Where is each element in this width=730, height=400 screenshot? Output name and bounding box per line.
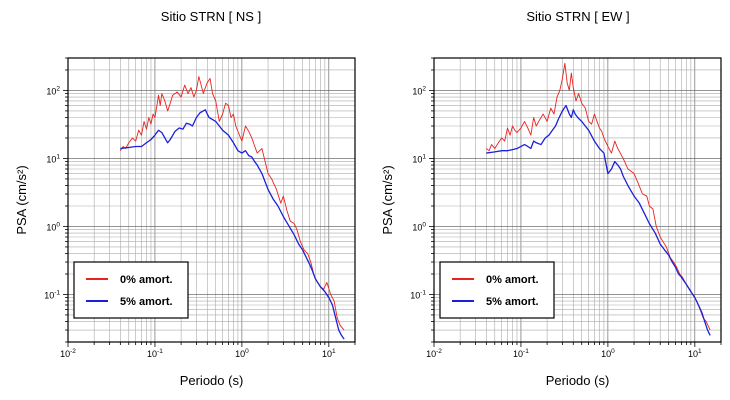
legend-label: 0% amort. (486, 274, 539, 286)
tick-marks (429, 57, 722, 347)
y-tick-label: 10-1 (44, 289, 60, 300)
legend-label: 0% amort. (120, 274, 173, 286)
x-tick-label: 100 (601, 348, 615, 359)
tick-marks (63, 57, 356, 347)
y-tick-label: 102 (412, 85, 426, 96)
chart-panel-0: Sitio STRN [ NS ] 10-2 10-1 100 101 10-1 100 10… (14, 9, 356, 388)
x-axis-label: Periodo (s) (546, 373, 610, 388)
y-axis-label: PSA (cm/s²) (380, 165, 395, 234)
x-axis-label: Periodo (s) (180, 373, 244, 388)
legend-box (73, 261, 189, 319)
x-tick-label: 10-1 (147, 348, 163, 359)
y-tick-label: 101 (412, 153, 426, 164)
chart-title: Sitio STRN [ EW ] (526, 9, 629, 24)
y-tick-label: 10-1 (410, 289, 426, 300)
y-tick-label: 102 (46, 85, 60, 96)
legend-box (439, 261, 555, 319)
chart-panel-1: Sitio STRN [ EW ] 10-2 10-1 100 101 10-1 100 10… (380, 9, 722, 388)
legend-label: 5% amort. (486, 296, 539, 308)
plot-frame (67, 57, 356, 343)
x-tick-label: 100 (235, 348, 249, 359)
series-line-5-percent (486, 104, 711, 336)
chart-title: Sitio STRN [ NS ] (161, 9, 261, 24)
y-tick-label: 101 (46, 153, 60, 164)
legend: 0% amort. 5% amort. (73, 261, 189, 319)
y-axis-label: PSA (cm/s²) (14, 165, 29, 234)
x-tick-label: 10-1 (513, 348, 529, 359)
series-line-5-percent (120, 109, 345, 340)
grid (67, 57, 356, 343)
x-tick-label: 10-2 (60, 348, 76, 359)
legend: 0% amort. 5% amort. (439, 261, 555, 319)
x-tick-label: 10-2 (426, 348, 442, 359)
y-tick-label: 100 (46, 221, 60, 232)
y-tick-label: 100 (412, 221, 426, 232)
plot-frame (433, 57, 722, 343)
series-line-0-percent (119, 76, 345, 331)
x-tick-label: 101 (322, 348, 336, 359)
x-tick-label: 101 (688, 348, 702, 359)
legend-label: 5% amort. (120, 296, 173, 308)
